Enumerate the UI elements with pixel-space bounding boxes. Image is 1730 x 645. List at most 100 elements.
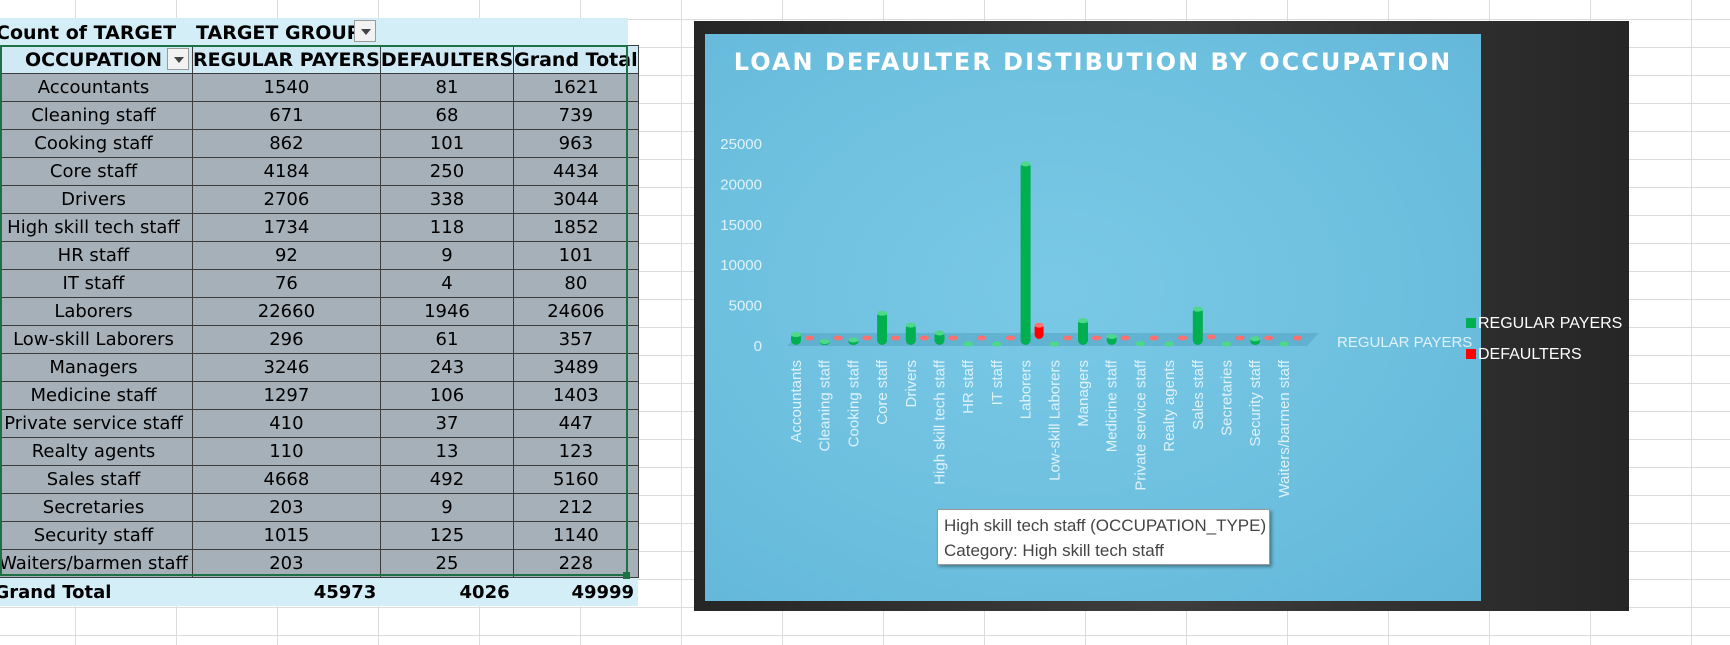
table-cell[interactable]: 80 — [513, 269, 639, 298]
table-cell[interactable]: 101 — [379, 129, 515, 158]
table-cell[interactable]: 92 — [192, 241, 381, 270]
target-group-filter-button[interactable] — [354, 20, 376, 42]
table-cell[interactable]: IT staff — [0, 269, 193, 298]
table-cell[interactable]: 76 — [192, 269, 381, 298]
table-cell[interactable]: Managers — [0, 353, 193, 382]
count-of-target-label[interactable]: Count of TARGET — [0, 22, 177, 44]
table-cell[interactable]: 4184 — [192, 157, 381, 186]
legend-regular-payers[interactable]: REGULAR PAYERS — [1466, 315, 1622, 333]
table-cell[interactable]: 1297 — [192, 381, 381, 410]
bar-cap-regular-payers — [877, 310, 888, 316]
table-cell[interactable]: 9 — [379, 493, 515, 522]
occupation-header[interactable]: OCCUPATION — [0, 45, 193, 74]
table-cell[interactable]: 862 — [192, 129, 381, 158]
table-cell[interactable]: 338 — [379, 185, 515, 214]
target-group-label[interactable]: TARGET GROUP — [196, 22, 361, 44]
table-cell[interactable]: 4 — [379, 269, 515, 298]
table-cell[interactable]: 1140 — [513, 521, 639, 550]
table-cell[interactable]: 1946 — [379, 297, 515, 326]
table-cell[interactable]: 9 — [379, 241, 515, 270]
table-cell[interactable]: 203 — [192, 493, 381, 522]
table-cell[interactable]: 81 — [379, 73, 515, 102]
table-cell[interactable]: 13 — [379, 437, 515, 466]
depth-axis-label: REGULAR PAYERS — [1337, 334, 1472, 351]
category-label: IT staff — [989, 359, 1006, 405]
bar-regular-payers[interactable] — [877, 311, 888, 345]
bar-regular-payers[interactable] — [1192, 307, 1203, 345]
grand-total-cell[interactable]: 45973 — [192, 577, 381, 606]
table-cell[interactable]: 61 — [379, 325, 515, 354]
table-cell[interactable]: Cleaning staff — [0, 101, 193, 130]
table-cell[interactable]: 671 — [192, 101, 381, 130]
table-cell[interactable]: 125 — [379, 521, 515, 550]
table-cell[interactable]: 447 — [513, 409, 639, 438]
table-cell[interactable]: 963 — [513, 129, 639, 158]
legend-defaulters[interactable]: DEFAULTERS — [1466, 346, 1582, 364]
bar-regular-payers[interactable] — [1078, 318, 1088, 345]
table-cell[interactable]: Private service staff — [0, 409, 193, 438]
table-cell[interactable]: Realty agents — [0, 437, 193, 466]
bar-cap-regular-payers — [905, 322, 916, 328]
grand-total-cell[interactable]: 49999 — [513, 577, 639, 606]
table-cell[interactable]: 410 — [192, 409, 381, 438]
table-cell[interactable]: Waiters/barmen staff — [0, 549, 193, 578]
grand-total-cell[interactable]: 4026 — [380, 577, 514, 606]
table-cell[interactable]: Drivers — [0, 185, 193, 214]
table-cell[interactable]: 1621 — [513, 73, 639, 102]
table-row: Medicine staff 1297 106 1403 — [0, 381, 639, 410]
bar-cap-defaulters — [833, 335, 843, 341]
table-cell[interactable]: HR staff — [0, 241, 193, 270]
occupation-filter-button[interactable] — [167, 48, 189, 70]
regular-payers-header[interactable]: REGULAR PAYERS — [192, 45, 381, 74]
table-cell[interactable]: 739 — [513, 101, 639, 130]
table-cell[interactable]: Sales staff — [0, 465, 193, 494]
table-cell[interactable]: 4434 — [513, 157, 639, 186]
category-label: HR staff — [960, 359, 977, 414]
table-cell[interactable]: 296 — [192, 325, 381, 354]
table-cell[interactable]: 203 — [192, 549, 381, 578]
category-label: Realty agents — [1161, 360, 1178, 452]
chart-title[interactable]: LOAN DEFAULTER DISTIBUTION BY OCCUPATION — [733, 48, 1453, 76]
table-cell[interactable]: 37 — [379, 409, 515, 438]
chart-tooltip: High skill tech staff (OCCUPATION_TYPE) … — [937, 509, 1270, 565]
bar-cap-regular-payers — [791, 332, 801, 338]
chart-plot-area[interactable] — [705, 34, 1481, 601]
table-cell[interactable]: 22660 — [192, 297, 381, 326]
table-cell[interactable]: 3246 — [192, 353, 381, 382]
table-cell[interactable]: 25 — [379, 549, 515, 578]
table-cell[interactable]: Laborers — [0, 297, 193, 326]
table-cell[interactable]: 24606 — [513, 297, 639, 326]
fill-handle[interactable] — [623, 572, 630, 579]
table-cell[interactable]: 3044 — [513, 185, 639, 214]
table-cell[interactable]: Core staff — [0, 157, 193, 186]
table-cell[interactable]: 243 — [379, 353, 515, 382]
bar-cap-regular-payers — [819, 339, 830, 345]
table-cell[interactable]: 5160 — [513, 465, 639, 494]
table-cell[interactable]: Medicine staff — [0, 381, 193, 410]
table-row: High skill tech staff 1734 118 1852 — [0, 213, 639, 242]
bar-regular-payers[interactable] — [1020, 161, 1031, 345]
bar-cap-defaulters — [1206, 334, 1216, 340]
grand-total-header[interactable]: Grand Total — [513, 45, 639, 74]
table-cell[interactable]: 4668 — [192, 465, 381, 494]
y-tick-label: 5000 — [729, 298, 762, 315]
table-cell[interactable]: Security staff — [0, 521, 193, 550]
pivot-column-headers: OCCUPATION REGULAR PAYERS DEFAULTERS Gra… — [0, 45, 639, 74]
table-cell[interactable]: 101 — [513, 241, 639, 270]
table-cell[interactable]: 357 — [513, 325, 639, 354]
table-cell[interactable]: 1015 — [192, 521, 381, 550]
table-row: Cooking staff 862 101 963 — [0, 129, 639, 158]
table-cell[interactable]: 110 — [192, 437, 381, 466]
table-cell[interactable]: 106 — [379, 381, 515, 410]
table-cell[interactable]: 3489 — [513, 353, 639, 382]
grand-total-cell[interactable]: Grand Total — [0, 577, 193, 606]
table-cell[interactable]: Low-skill Laborers — [0, 325, 193, 354]
table-cell[interactable]: 228 — [513, 549, 639, 578]
defaulters-header[interactable]: DEFAULTERS — [379, 45, 515, 74]
table-cell[interactable]: High skill tech staff — [0, 213, 193, 242]
table-cell[interactable]: Accountants — [0, 73, 193, 102]
bar-regular-payers[interactable] — [905, 323, 916, 345]
table-cell[interactable]: 2706 — [192, 185, 381, 214]
table-cell[interactable]: 123 — [513, 437, 639, 466]
table-cell[interactable]: 1734 — [192, 213, 381, 242]
